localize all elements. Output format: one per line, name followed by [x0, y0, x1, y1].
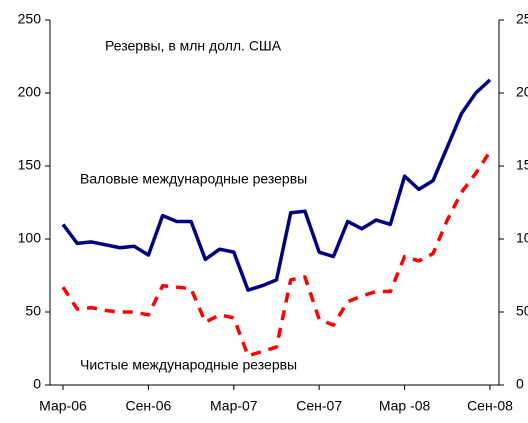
x-tick-label: Сен-08 — [467, 398, 513, 414]
annotation: Резервы, в млн долл. США — [105, 38, 282, 54]
y2-tick-label: 50 — [516, 303, 528, 319]
series-line — [61, 78, 492, 292]
x-tick-label: Сен-07 — [296, 398, 342, 414]
y-tick-label: 250 — [18, 11, 42, 27]
annotation: Чистые международные резервы — [80, 357, 297, 373]
y-tick-label: 0 — [33, 376, 41, 392]
annotation: Валовые международные резервы — [80, 171, 307, 187]
y2-tick-label: 150 — [516, 157, 528, 173]
y2-tick-label: 250 — [516, 11, 528, 27]
y-tick-label: 50 — [25, 303, 41, 319]
x-tick-label: Мар-07 — [210, 398, 258, 414]
y2-tick-label: 0 — [516, 376, 524, 392]
x-tick-label: Мар-06 — [39, 398, 87, 414]
y-tick-label: 200 — [18, 84, 42, 100]
y-tick-label: 150 — [18, 157, 42, 173]
y2-tick-label: 200 — [516, 84, 528, 100]
series-line — [61, 150, 492, 358]
x-tick-label: Сен-06 — [125, 398, 171, 414]
y2-tick-label: 100 — [516, 230, 528, 246]
y-tick-label: 100 — [18, 230, 42, 246]
x-tick-label: Мар -08 — [379, 398, 431, 414]
